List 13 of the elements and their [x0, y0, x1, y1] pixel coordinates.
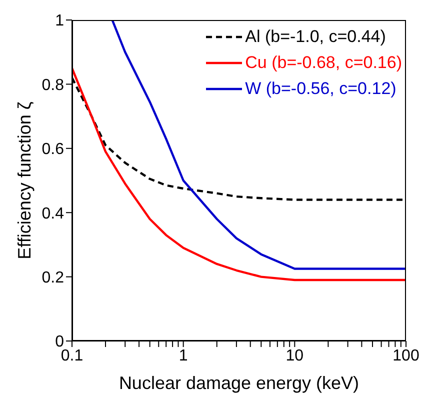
y-tick-label: 1 [55, 12, 64, 30]
x-axis-title: Nuclear damage energy (keV) [118, 373, 360, 393]
legend-label: Cu (b=-0.68, c=0.16) [245, 52, 402, 74]
y-tick-label: 0.6 [42, 141, 64, 158]
y-tick-label: 0.4 [42, 205, 64, 222]
y-tick-label: 0.8 [42, 76, 64, 94]
y-axis-title: Efficiency function ζ [14, 102, 34, 260]
legend-label: W (b=-0.56, c=0.12) [245, 78, 396, 100]
x-tick-label: 100 [392, 347, 420, 364]
x-tick-label: 10 [286, 347, 304, 364]
legend-label: Al (b=-1.0, c=0.44) [245, 26, 386, 48]
x-tick-label: 1 [178, 347, 188, 364]
y-tick-label: 0.2 [42, 269, 64, 286]
